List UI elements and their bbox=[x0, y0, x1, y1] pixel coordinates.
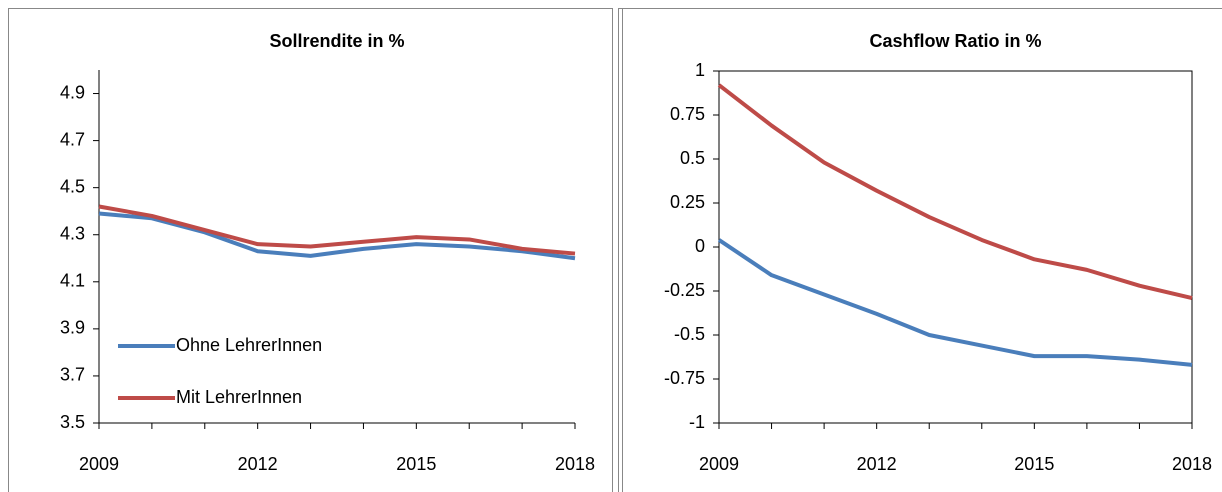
y-tick-label: 0 bbox=[695, 236, 705, 256]
y-tick-label: 4.3 bbox=[60, 223, 85, 243]
panel-frame bbox=[8, 8, 613, 492]
series-line bbox=[98, 204, 576, 256]
y-tick-label: 1 bbox=[695, 60, 705, 80]
y-tick-label: -0.5 bbox=[674, 324, 705, 344]
y-tick-label: 4.1 bbox=[60, 271, 85, 291]
y-tick-label: 3.5 bbox=[60, 412, 85, 432]
x-tick-label: 2009 bbox=[79, 454, 119, 474]
series-line bbox=[717, 83, 1193, 300]
x-tick-label: 2018 bbox=[555, 454, 595, 474]
y-tick-label: 3.7 bbox=[60, 365, 85, 385]
chart-title: Sollrendite in % bbox=[269, 31, 404, 51]
x-tick-label: 2012 bbox=[238, 454, 278, 474]
panel-frame bbox=[622, 8, 1222, 492]
y-tick-label: 4.5 bbox=[60, 176, 85, 196]
x-tick-label: 2012 bbox=[857, 454, 897, 474]
x-tick-label: 2018 bbox=[1172, 454, 1212, 474]
legend-label: Mit LehrerInnen bbox=[176, 387, 302, 407]
y-tick-label: -0.25 bbox=[664, 280, 705, 300]
y-tick-label: 0.25 bbox=[670, 192, 705, 212]
plot-frame bbox=[718, 70, 1193, 424]
chart-title: Cashflow Ratio in % bbox=[869, 31, 1041, 51]
panel-frame bbox=[618, 8, 1222, 492]
y-tick-label: -0.75 bbox=[664, 368, 705, 388]
y-tick-label: 4.9 bbox=[60, 82, 85, 102]
y-tick-label: 3.9 bbox=[60, 318, 85, 338]
legend-label: Ohne LehrerInnen bbox=[176, 335, 322, 355]
series-line bbox=[717, 238, 1193, 367]
y-tick-label: 0.5 bbox=[680, 148, 705, 168]
series-line bbox=[98, 211, 576, 261]
x-tick-label: 2009 bbox=[699, 454, 739, 474]
y-tick-label: -1 bbox=[689, 412, 705, 432]
x-tick-label: 2015 bbox=[396, 454, 436, 474]
x-tick-label: 2015 bbox=[1014, 454, 1054, 474]
y-tick-label: 0.75 bbox=[670, 104, 705, 124]
y-tick-label: 4.7 bbox=[60, 129, 85, 149]
